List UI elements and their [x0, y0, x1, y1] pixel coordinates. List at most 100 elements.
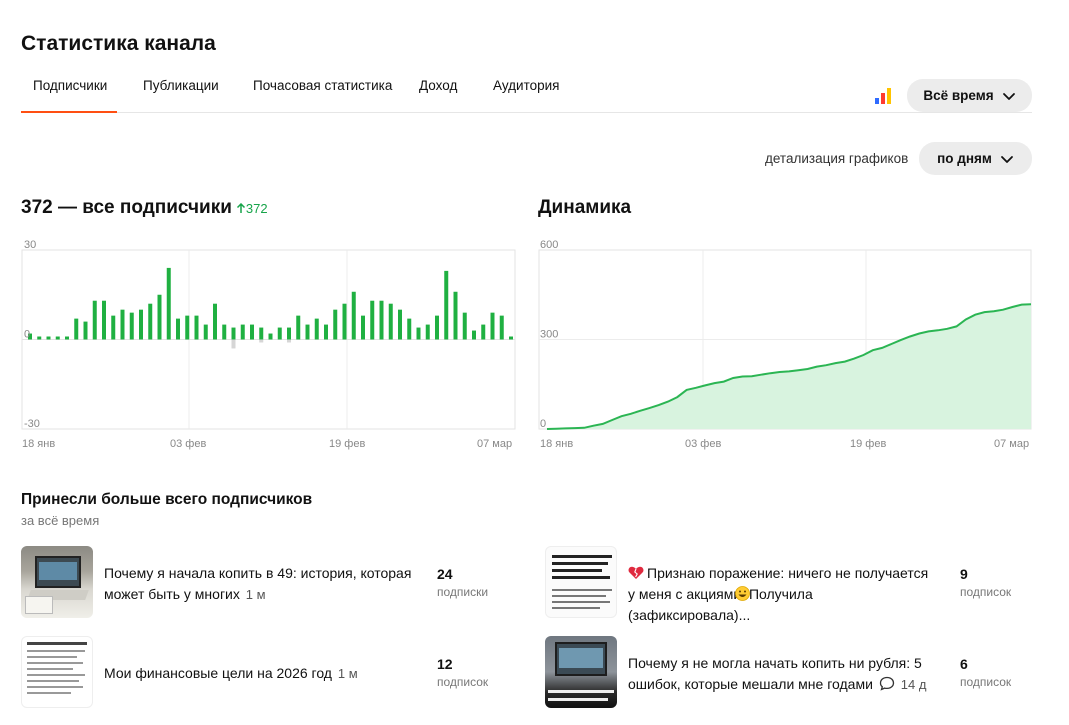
tab-income[interactable]: Доход [419, 78, 458, 93]
period-select[interactable]: Всё время [907, 79, 1032, 112]
bar [157, 294, 162, 340]
bar [166, 267, 171, 340]
tab-hourly-stats[interactable]: Почасовая статистика [253, 78, 393, 93]
chevron-down-icon [1000, 155, 1013, 163]
bar-chart-color-icon[interactable] [874, 88, 892, 104]
bar [250, 324, 254, 340]
bar [333, 309, 338, 340]
tab-bar: Подписчики Публикации Почасовая статисти… [20, 70, 1032, 113]
post-subscriber-count: 6 [960, 656, 968, 672]
bar [425, 324, 430, 340]
bar [37, 336, 42, 340]
bar [46, 336, 51, 340]
bar [203, 324, 208, 340]
top-posts-title: Принесли больше всего подписчиков [21, 491, 313, 508]
post-subscriber-label: подписок [960, 675, 1012, 689]
dynamics-title: Динамика [538, 197, 632, 218]
post-subscriber-count: 24 [437, 566, 453, 582]
bar [111, 315, 116, 340]
area-fill [547, 304, 1031, 429]
x-tick-label: 07 мар [994, 438, 1029, 450]
list-item[interactable]: Почему я не могла начать копить ни рубля… [545, 636, 1035, 708]
bar [231, 327, 236, 340]
detail-select[interactable]: по дням [919, 142, 1032, 175]
tab-publications[interactable]: Публикации [143, 78, 219, 93]
bar [139, 309, 143, 340]
bar [435, 315, 439, 340]
bar [222, 324, 227, 340]
y-tick-label: 300 [540, 329, 558, 341]
x-tick-label: 03 фев [170, 438, 206, 450]
y-tick-label: 600 [540, 239, 558, 251]
bar [416, 327, 421, 340]
bar [462, 312, 467, 340]
post-subscriber-count: 9 [960, 566, 968, 582]
subscribers-delta-value: 372 [245, 201, 268, 216]
bar [287, 327, 291, 340]
y-tick-label: 0 [24, 329, 30, 341]
subscribers-total-title: 372 — все подписчики [21, 197, 232, 218]
post-title-text: Мои финансовые цели на 2026 год [104, 665, 332, 681]
bar [296, 315, 301, 340]
bar [314, 318, 319, 340]
post-subscriber-label: подписок [960, 585, 1012, 599]
bar [324, 324, 328, 340]
bar [472, 330, 476, 340]
page-title: Статистика канала [21, 32, 216, 55]
top-posts-subtitle: за всё время [21, 513, 100, 528]
chevron-down-icon [1002, 92, 1015, 100]
negative-bar [287, 339, 291, 343]
detail-select-value: по дням [937, 151, 992, 166]
negative-bar [231, 339, 236, 349]
tab-audience[interactable]: Аудитория [493, 78, 560, 93]
bar [65, 336, 69, 340]
bar [92, 300, 97, 340]
bar [277, 327, 282, 340]
list-item[interactable]: Почему я начала копить в 49: история, ко… [21, 546, 521, 618]
bar [379, 300, 384, 340]
post-subscriber-label: подписки [437, 585, 489, 599]
negative-bar [259, 339, 264, 343]
bar [176, 318, 180, 340]
x-tick-label: 18 янв [540, 438, 573, 450]
post-title[interactable]: Мои финансовые цели на 2026 год 1 м [104, 663, 414, 684]
bar [148, 303, 153, 340]
post-title-text: Почему я не могла начать копить ни рубля… [628, 655, 922, 692]
post-age: 1 м [245, 587, 266, 602]
post-thumbnail[interactable] [21, 636, 93, 708]
broken-heart-icon [628, 566, 644, 579]
series-line [546, 303, 1032, 430]
post-subscriber-label: подписок [437, 675, 489, 689]
bar [240, 324, 245, 340]
post-thumbnail[interactable] [21, 546, 93, 618]
y-tick-label: 30 [24, 239, 36, 251]
list-item[interactable]: Признаю поражение: ничего не получается … [545, 546, 1035, 623]
bar [388, 303, 393, 340]
post-title[interactable]: Почему я начала копить в 49: история, ко… [104, 563, 414, 605]
bar [499, 315, 504, 340]
y-tick-label: -30 [24, 418, 40, 430]
post-title[interactable]: Признаю поражение: ничего не получается … [628, 563, 938, 626]
bar [509, 336, 513, 340]
x-tick-label: 18 янв [22, 438, 55, 450]
arrow-up-icon [236, 202, 245, 213]
dynamics-area-chart: 600 300 0 18 янв 03 фев 19 фев 07 мар [538, 239, 1032, 450]
list-item[interactable]: Мои финансовые цели на 2026 год 1 м 12 п… [21, 636, 521, 708]
subscribers-bar-chart: 30 0 -30 18 янв 03 фев 19 фев 07 мар [21, 239, 516, 450]
bar [453, 291, 458, 340]
bar [129, 312, 134, 340]
bar [342, 303, 347, 340]
post-title[interactable]: Почему я не могла начать копить ни рубля… [628, 653, 928, 695]
post-thumbnail[interactable] [545, 636, 617, 708]
tab-subscribers[interactable]: Подписчики [20, 78, 118, 113]
post-subscriber-count: 12 [437, 656, 453, 672]
bar [74, 318, 79, 340]
bar [351, 291, 356, 340]
bar [481, 324, 486, 340]
bar [28, 333, 32, 340]
post-thumbnail[interactable] [545, 546, 617, 618]
bar [213, 303, 217, 340]
bar [407, 318, 412, 340]
post-title-text: Почему я начала копить в 49: история, ко… [104, 565, 412, 602]
post-age: 14 д [900, 677, 927, 692]
